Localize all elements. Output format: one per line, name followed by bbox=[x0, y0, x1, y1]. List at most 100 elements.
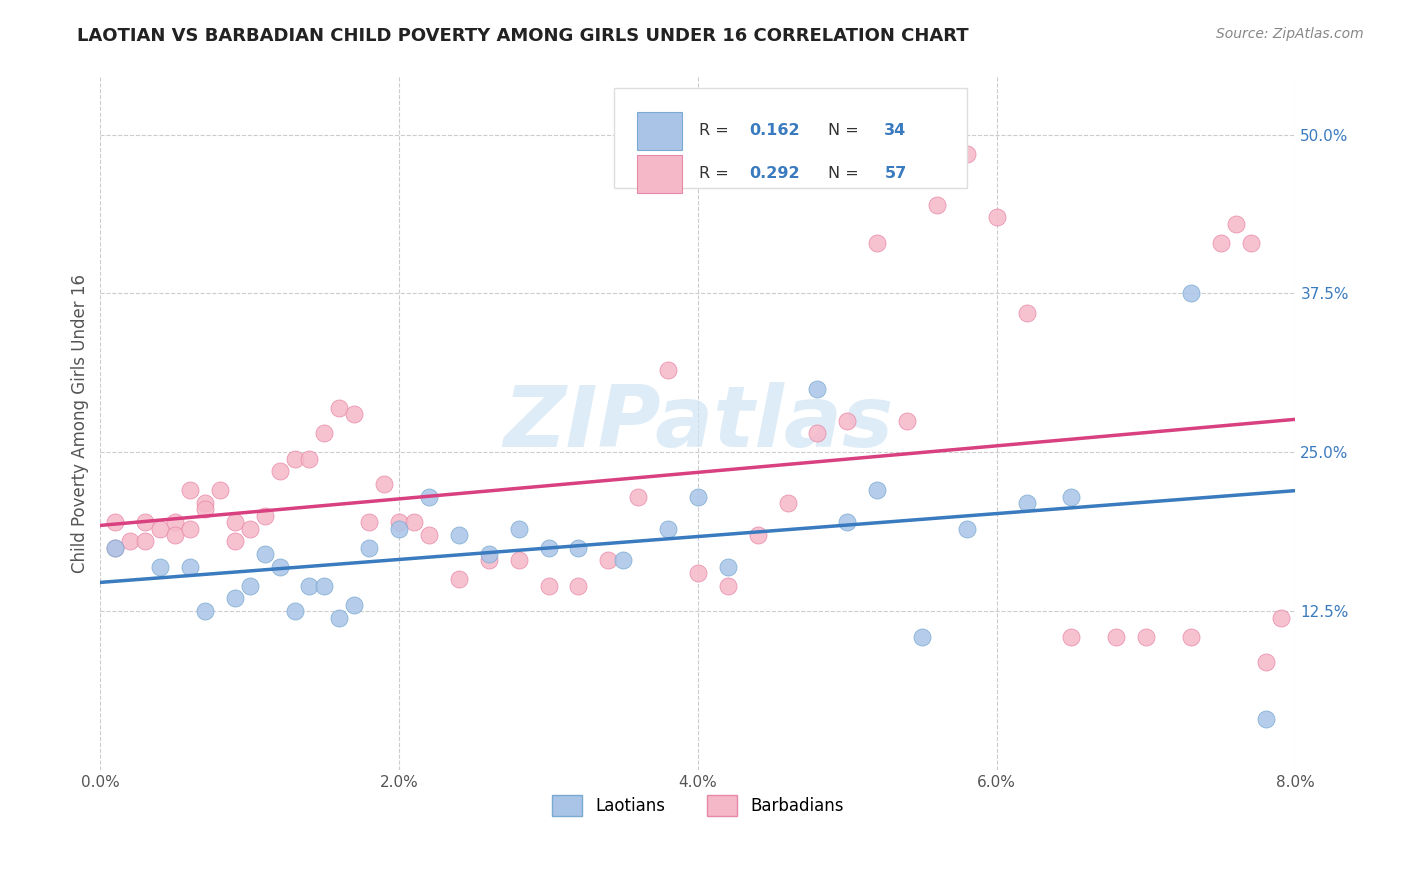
Point bbox=[747, 528, 769, 542]
Point bbox=[179, 559, 201, 574]
Point bbox=[179, 483, 201, 498]
Point bbox=[239, 579, 262, 593]
Text: ZIPatlas: ZIPatlas bbox=[503, 382, 893, 466]
Point bbox=[1254, 655, 1277, 669]
Point bbox=[1254, 712, 1277, 726]
Point bbox=[1105, 630, 1128, 644]
Point bbox=[314, 579, 336, 593]
Point bbox=[120, 534, 142, 549]
Bar bbox=[637, 154, 682, 193]
Text: LAOTIAN VS BARBADIAN CHILD POVERTY AMONG GIRLS UNDER 16 CORRELATION CHART: LAOTIAN VS BARBADIAN CHILD POVERTY AMONG… bbox=[77, 27, 969, 45]
Point bbox=[1015, 305, 1038, 319]
Point bbox=[224, 534, 246, 549]
FancyBboxPatch shape bbox=[614, 87, 967, 188]
Point bbox=[402, 515, 425, 529]
Point bbox=[328, 401, 350, 415]
Text: R =: R = bbox=[699, 123, 734, 138]
Point bbox=[478, 547, 501, 561]
Point bbox=[1060, 490, 1083, 504]
Point bbox=[269, 464, 291, 478]
Point bbox=[194, 502, 217, 516]
Point bbox=[447, 573, 470, 587]
Point bbox=[149, 522, 172, 536]
Point bbox=[283, 604, 305, 618]
Point bbox=[269, 559, 291, 574]
Point bbox=[1180, 630, 1202, 644]
Point bbox=[298, 579, 321, 593]
Point bbox=[806, 426, 828, 441]
Point bbox=[1060, 630, 1083, 644]
Point bbox=[1015, 496, 1038, 510]
Point bbox=[343, 407, 366, 421]
Point bbox=[717, 559, 740, 574]
Point bbox=[537, 541, 560, 555]
Point bbox=[866, 483, 889, 498]
Bar bbox=[637, 112, 682, 150]
Point bbox=[686, 490, 709, 504]
Point bbox=[1225, 217, 1247, 231]
Point bbox=[986, 211, 1008, 225]
Point bbox=[224, 515, 246, 529]
Point bbox=[478, 553, 501, 567]
Y-axis label: Child Poverty Among Girls Under 16: Child Poverty Among Girls Under 16 bbox=[72, 274, 89, 574]
Point bbox=[104, 515, 127, 529]
Point bbox=[612, 553, 634, 567]
Point bbox=[776, 496, 799, 510]
Point bbox=[508, 553, 530, 567]
Text: Source: ZipAtlas.com: Source: ZipAtlas.com bbox=[1216, 27, 1364, 41]
Legend: Laotians, Barbadians: Laotians, Barbadians bbox=[544, 787, 852, 824]
Text: 34: 34 bbox=[884, 123, 907, 138]
Point bbox=[359, 515, 381, 529]
Point bbox=[194, 496, 217, 510]
Point bbox=[163, 528, 186, 542]
Point bbox=[911, 630, 934, 644]
Point bbox=[567, 579, 589, 593]
Point bbox=[208, 483, 231, 498]
Point bbox=[179, 522, 201, 536]
Point bbox=[298, 451, 321, 466]
Point bbox=[194, 604, 217, 618]
Text: 0.162: 0.162 bbox=[749, 123, 800, 138]
Point bbox=[1270, 610, 1292, 624]
Point bbox=[343, 598, 366, 612]
Point bbox=[373, 477, 395, 491]
Point bbox=[837, 413, 859, 427]
Text: N =: N = bbox=[828, 166, 865, 181]
Point bbox=[447, 528, 470, 542]
Text: N =: N = bbox=[828, 123, 865, 138]
Point bbox=[283, 451, 305, 466]
Point bbox=[657, 362, 679, 376]
Point bbox=[1240, 235, 1263, 250]
Point bbox=[1180, 286, 1202, 301]
Point bbox=[104, 541, 127, 555]
Point bbox=[837, 515, 859, 529]
Point bbox=[163, 515, 186, 529]
Text: 57: 57 bbox=[884, 166, 907, 181]
Point bbox=[388, 515, 411, 529]
Point bbox=[956, 522, 979, 536]
Point bbox=[134, 534, 156, 549]
Point bbox=[896, 413, 918, 427]
Text: R =: R = bbox=[699, 166, 734, 181]
Point bbox=[149, 559, 172, 574]
Text: 0.292: 0.292 bbox=[749, 166, 800, 181]
Point bbox=[925, 197, 948, 211]
Point bbox=[508, 522, 530, 536]
Point bbox=[598, 553, 620, 567]
Point bbox=[314, 426, 336, 441]
Point bbox=[1135, 630, 1157, 644]
Point bbox=[359, 541, 381, 555]
Point bbox=[418, 528, 440, 542]
Point bbox=[537, 579, 560, 593]
Point bbox=[1209, 235, 1232, 250]
Point bbox=[328, 610, 350, 624]
Point bbox=[956, 146, 979, 161]
Point bbox=[866, 235, 889, 250]
Point bbox=[224, 591, 246, 606]
Point bbox=[806, 382, 828, 396]
Point bbox=[686, 566, 709, 580]
Point bbox=[627, 490, 650, 504]
Point bbox=[567, 541, 589, 555]
Point bbox=[134, 515, 156, 529]
Point bbox=[717, 579, 740, 593]
